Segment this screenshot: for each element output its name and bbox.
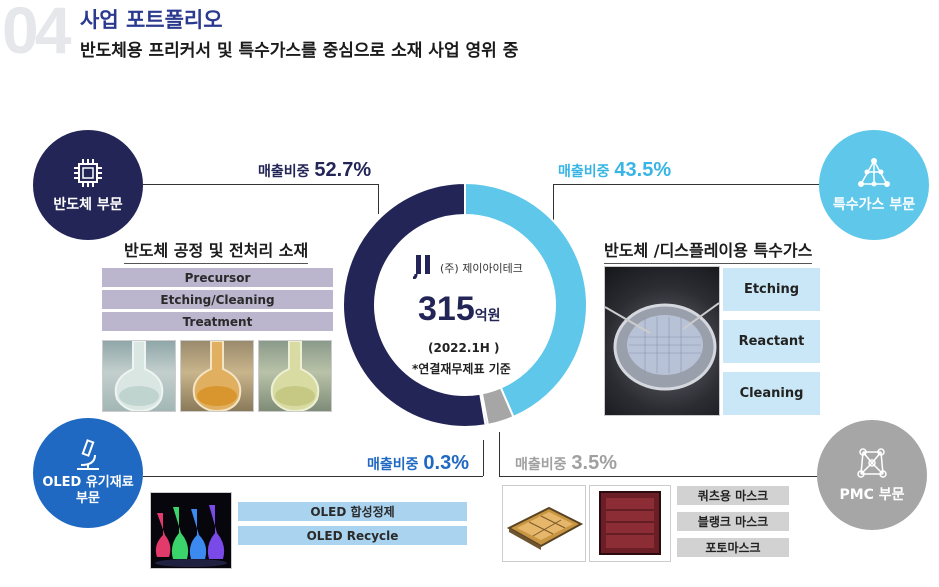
revenue-donut-chart [343,181,588,428]
network-icon [857,448,887,478]
semiconductor-share: 매출비중 52.7% [258,159,371,182]
pmc-item-photomask: 포토마스크 [677,538,789,557]
pmc-item-blank-mask: 블랭크 마스크 [677,512,789,531]
microscope-icon [77,439,99,470]
donut-slice-semiconductor [343,181,487,428]
oled-share-value: 0.3% [423,452,469,474]
semiconductor-share-label: 매출비중 [258,164,310,180]
mask-case-photo [589,485,671,562]
connector-oled-h [143,476,483,477]
segment-special-gas-circle: 특수가스 부문 [819,130,929,240]
section-number: 04 [2,0,71,67]
semiconductor-item-etching-cleaning: Etching/Cleaning [102,290,333,309]
oled-item-synthesis: OLED 합성정제 [238,502,467,521]
semiconductor-section-label: 반도체 공정 및 전처리 소재 [124,237,309,264]
connector-pmc-h [499,476,817,477]
oled-share-label: 매출비중 [367,457,419,473]
chip-icon [74,159,102,187]
revenue-period: (2022.1H ) [428,341,500,355]
segment-semiconductor-label: 반도체 부문 [53,197,123,213]
segment-pmc-label: PMC 부문 [839,487,905,503]
connector-oled-v [483,440,484,476]
special-gas-share: 매출비중 43.5% [558,159,671,182]
special-gas-share-label: 매출비중 [558,164,610,180]
oled-share: 매출비중 0.3% [367,452,469,475]
pmc-share-label: 매출비중 [515,457,567,473]
wafer-photo [604,266,720,416]
segment-oled-label-1: OLED 유기재료 [42,475,134,490]
oled-bottles-photo [150,492,232,569]
flask-photo-yellow [258,340,332,412]
semiconductor-item-precursor: Precursor [102,268,333,287]
segment-oled-label-2: 부문 [76,491,100,506]
semiconductor-share-value: 52.7% [314,159,372,181]
revenue-total: 315억원 [418,290,501,329]
mask-frame-photo [502,485,586,562]
segment-semiconductor-circle: 반도체 부문 [33,130,143,240]
donut-slice-special-gas [464,181,588,419]
oled-item-recycle: OLED Recycle [238,526,467,545]
connector-gas-v [553,184,554,234]
molecule-icon [858,158,890,187]
page-subtitle: 반도체용 프리커서 및 특수가스를 중심으로 소재 사업 영위 중 [80,41,519,61]
pmc-share-value: 3.5% [571,452,617,474]
special-gas-section-label: 반도체 /디스플레이용 특수가스 [604,237,813,264]
revenue-basis-note: *연결재무제표 기준 [412,362,511,376]
segment-special-gas-label: 특수가스 부문 [832,197,916,213]
connector-pmc-v [499,432,500,476]
pmc-item-quartz-mask: 쿼츠용 마스크 [677,486,789,505]
company-name: (주) 제이아이테크 [440,262,523,275]
connector-gas-h [553,184,819,185]
connector-semi-h [143,184,378,185]
page-title: 사업 포트폴리오 [80,8,223,32]
semiconductor-item-treatment: Treatment [102,312,333,331]
segment-oled-circle: OLED 유기재료 부문 [33,418,143,528]
flask-photo-amber [180,340,254,412]
revenue-value: 315 [418,290,475,328]
connector-semi-v [378,184,379,214]
pmc-share: 매출비중 3.5% [515,452,617,475]
special-gas-item-etching: Etching [723,268,820,311]
flask-photo-clear [102,340,176,412]
special-gas-item-reactant: Reactant [723,320,820,363]
company-logo [412,253,435,280]
revenue-unit: 억원 [474,308,501,324]
segment-pmc-circle: PMC 부문 [817,420,927,530]
special-gas-share-value: 43.5% [614,159,672,181]
special-gas-item-cleaning: Cleaning [723,372,820,415]
